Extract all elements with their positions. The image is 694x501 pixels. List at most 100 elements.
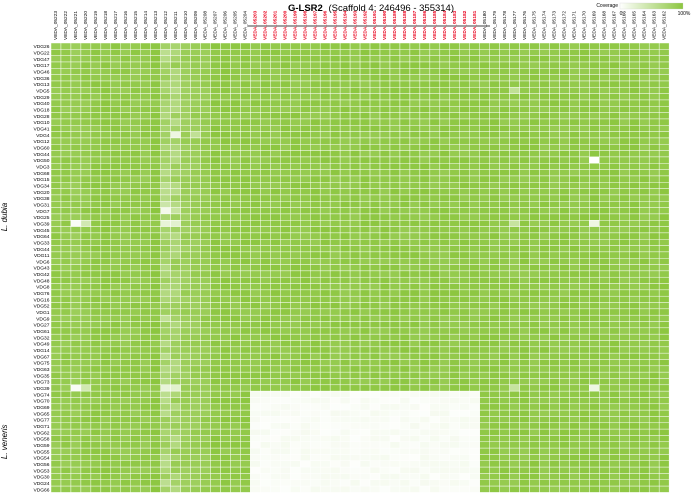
heatmap-cell	[210, 251, 221, 259]
heatmap-cell	[60, 49, 72, 56]
row-label: VDG69	[33, 405, 49, 411]
heatmap-cell	[489, 55, 500, 63]
heatmap-cell	[220, 264, 231, 272]
heatmap-cell	[329, 473, 341, 480]
heatmap-cell	[509, 321, 520, 329]
heatmap-cell	[160, 321, 171, 329]
heatmap-cell	[309, 264, 321, 272]
heatmap-cell	[240, 327, 251, 335]
heatmap-cell	[389, 163, 401, 170]
heatmap-cell	[419, 188, 431, 196]
heatmap-cell	[180, 473, 191, 480]
heatmap-cell	[579, 460, 590, 468]
heatmap-cell	[499, 213, 510, 221]
heatmap-cell	[270, 283, 281, 291]
heatmap-cell	[489, 201, 500, 208]
heatmap-cell	[180, 99, 191, 107]
heatmap-cell	[419, 93, 431, 101]
heatmap-cell	[300, 416, 311, 424]
heatmap-cell	[300, 308, 311, 316]
heatmap-cell	[260, 340, 271, 348]
heatmap-cell	[549, 308, 560, 316]
heatmap-cell	[300, 428, 311, 436]
heatmap-cell	[469, 295, 480, 303]
heatmap-cell	[50, 340, 62, 348]
heatmap-cell	[389, 194, 401, 202]
heatmap-cell	[200, 226, 211, 234]
heatmap-cell	[329, 466, 341, 474]
heatmap-cell	[569, 321, 580, 329]
heatmap-cell	[200, 188, 211, 196]
heatmap-cell	[509, 182, 520, 189]
heatmap-cell	[200, 93, 211, 101]
heatmap-cell	[70, 74, 82, 82]
heatmap-cell	[469, 308, 480, 316]
heatmap-cell	[549, 359, 560, 367]
heatmap-cell	[439, 447, 451, 455]
heatmap-cell	[639, 365, 650, 373]
heatmap-cell	[60, 352, 72, 360]
heatmap-cell	[379, 68, 391, 75]
heatmap-cell	[140, 327, 151, 335]
heatmap-cell	[519, 479, 530, 487]
heatmap-cell	[409, 327, 421, 335]
heatmap-cell	[379, 416, 391, 424]
heatmap-cell	[579, 175, 590, 183]
heatmap-cell	[479, 397, 490, 405]
heatmap-cell	[509, 68, 520, 75]
heatmap-cell	[648, 74, 660, 82]
heatmap-cell	[240, 201, 251, 208]
heatmap-cell	[609, 295, 620, 303]
heatmap-cell	[389, 201, 401, 208]
heatmap-cell	[70, 340, 82, 348]
heatmap-cell	[170, 245, 181, 253]
heatmap-cell	[60, 264, 72, 272]
heatmap-cell	[359, 359, 371, 367]
heatmap-cell	[399, 118, 411, 126]
heatmap-cell	[399, 321, 411, 329]
heatmap-cell	[639, 182, 650, 189]
heatmap-cell	[250, 346, 261, 354]
heatmap-cell	[150, 422, 161, 430]
heatmap-cell	[429, 232, 441, 240]
heatmap-cell	[489, 479, 500, 487]
heatmap-cell	[648, 390, 660, 398]
heatmap-cell	[569, 447, 580, 455]
heatmap-cell	[469, 245, 480, 253]
heatmap-cell	[270, 384, 281, 392]
heatmap-cell	[319, 156, 331, 164]
heatmap-cell	[140, 42, 151, 50]
heatmap-cell	[110, 422, 122, 430]
heatmap-cell	[210, 163, 221, 170]
heatmap-cell	[658, 479, 670, 487]
heatmap-cell	[130, 454, 141, 462]
heatmap-cell	[579, 435, 590, 443]
heatmap-cell	[150, 99, 161, 107]
heatmap-cell	[349, 340, 361, 348]
heatmap-cell	[319, 270, 331, 278]
heatmap-cell	[300, 118, 311, 126]
heatmap-cell	[629, 49, 640, 56]
heatmap-cell	[439, 239, 451, 246]
heatmap-cell	[499, 175, 510, 183]
heatmap-cell	[549, 150, 560, 158]
heatmap-cell	[309, 403, 321, 411]
heatmap-cell	[140, 239, 151, 246]
heatmap-cell	[639, 175, 650, 183]
heatmap-cell	[399, 156, 411, 164]
heatmap-cell	[658, 55, 670, 63]
row-label: VDG4	[36, 133, 50, 139]
heatmap-cell	[359, 213, 371, 221]
heatmap-cell	[140, 188, 151, 196]
heatmap-cell	[110, 87, 122, 94]
heatmap-cell	[639, 163, 650, 170]
heatmap-cell	[389, 276, 401, 284]
heatmap-cell	[539, 245, 550, 253]
heatmap-cell	[60, 346, 72, 354]
heatmap-cell	[509, 352, 520, 360]
heatmap-cell	[70, 454, 82, 462]
heatmap-cell	[70, 251, 82, 259]
heatmap-cell	[100, 125, 112, 132]
heatmap-cell	[539, 106, 550, 113]
heatmap-cell	[260, 384, 271, 392]
